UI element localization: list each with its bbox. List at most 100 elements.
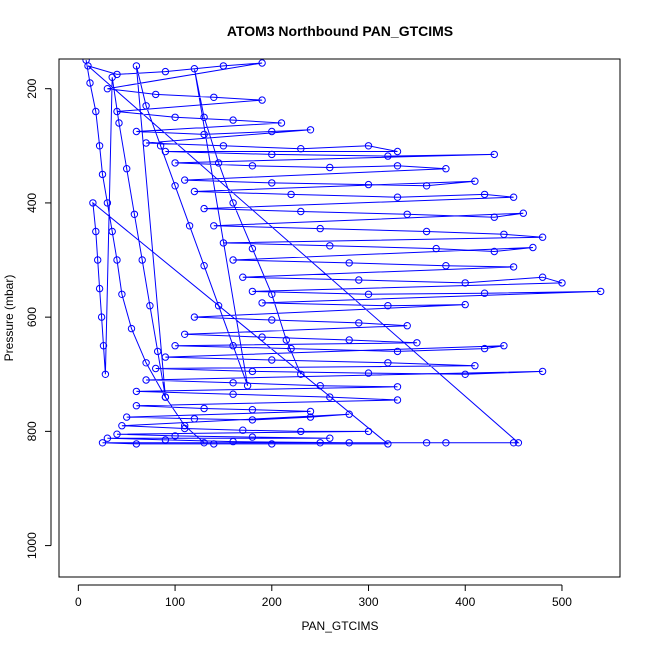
data-point (190, 65, 199, 73)
data-point (248, 244, 257, 253)
y-tick-label: 600 (25, 307, 39, 327)
data-point (442, 262, 450, 270)
data-point (306, 126, 315, 134)
data-point (219, 62, 228, 70)
data-point (326, 242, 334, 250)
data-point (422, 182, 431, 190)
data-point (200, 130, 208, 139)
data-point (161, 67, 170, 76)
y-tick-label: 200 (25, 78, 39, 98)
data-point (461, 279, 469, 287)
data-point (171, 159, 179, 167)
data-point (393, 347, 402, 356)
data-marks (82, 59, 605, 448)
data-point (393, 396, 402, 404)
x-tick-label: 400 (455, 595, 475, 609)
data-point (95, 142, 104, 150)
data-point (490, 247, 498, 256)
x-axis: 0 100 200 300 400 500 (75, 584, 572, 609)
data-point (558, 279, 566, 287)
data-point (99, 342, 108, 350)
data-point (113, 430, 121, 438)
data-point (471, 177, 479, 185)
data-point (190, 313, 199, 321)
data-point (229, 437, 237, 446)
data-point (514, 439, 523, 447)
data-point (200, 204, 208, 213)
data-point (92, 107, 100, 116)
data-point (442, 165, 450, 173)
data-point (287, 190, 295, 199)
x-tick-label: 100 (165, 595, 185, 609)
x-axis-label: PAN_GTCIMS (301, 619, 378, 633)
data-point (118, 422, 126, 430)
data-point (210, 440, 218, 448)
data-point (181, 176, 189, 184)
data-point (200, 113, 208, 122)
data-point (142, 359, 150, 367)
data-point (103, 434, 112, 442)
data-point (345, 336, 353, 344)
data-point (156, 142, 165, 150)
data-point (355, 276, 363, 284)
y-tick-label: 800 (25, 421, 39, 441)
data-point (152, 90, 160, 99)
data-point (538, 367, 547, 376)
data-point (326, 163, 334, 172)
plot-area (58, 58, 621, 578)
data-point (393, 193, 402, 201)
y-axis-label: Pressure (mbar) (2, 275, 16, 362)
data-point (130, 210, 139, 219)
data-point (480, 344, 489, 353)
data-point (364, 142, 373, 150)
data-point (422, 439, 431, 447)
data-point (403, 210, 411, 219)
data-point (171, 113, 179, 122)
data-point (142, 139, 150, 147)
data-point (258, 59, 266, 67)
data-point (384, 152, 392, 160)
data-point (413, 339, 421, 347)
data-point (364, 427, 373, 436)
data-point (123, 165, 131, 173)
data-point (219, 239, 228, 247)
data-point (422, 227, 431, 236)
data-point (132, 402, 141, 410)
data-point (132, 387, 141, 396)
data-point (268, 316, 276, 324)
series-line (85, 60, 601, 445)
data-point (258, 333, 266, 341)
data-point (316, 439, 324, 447)
data-point (258, 299, 266, 307)
data-point (132, 440, 141, 448)
data-point (287, 344, 295, 353)
data-point (248, 416, 257, 424)
plot-frame (58, 58, 621, 578)
data-point (132, 127, 141, 136)
data-point (364, 290, 373, 298)
data-point (154, 347, 162, 356)
data-point (384, 359, 392, 367)
data-point (297, 145, 305, 153)
x-tick-label: 200 (262, 595, 282, 609)
data-point (393, 147, 402, 156)
data-point (461, 370, 469, 378)
data-point (306, 407, 315, 416)
data-point (142, 102, 150, 110)
data-point (161, 147, 170, 156)
data-point (490, 213, 498, 221)
data-point (214, 302, 223, 310)
data-point (500, 230, 508, 239)
data-point (268, 440, 276, 448)
data-point (229, 379, 237, 387)
data-point (229, 199, 237, 207)
data-point (384, 440, 392, 448)
data-point (364, 369, 373, 377)
data-point (127, 324, 136, 333)
data-point (181, 424, 189, 433)
data-point (248, 433, 257, 441)
data-point (171, 342, 179, 350)
data-point (101, 370, 110, 378)
data-point (118, 290, 126, 298)
